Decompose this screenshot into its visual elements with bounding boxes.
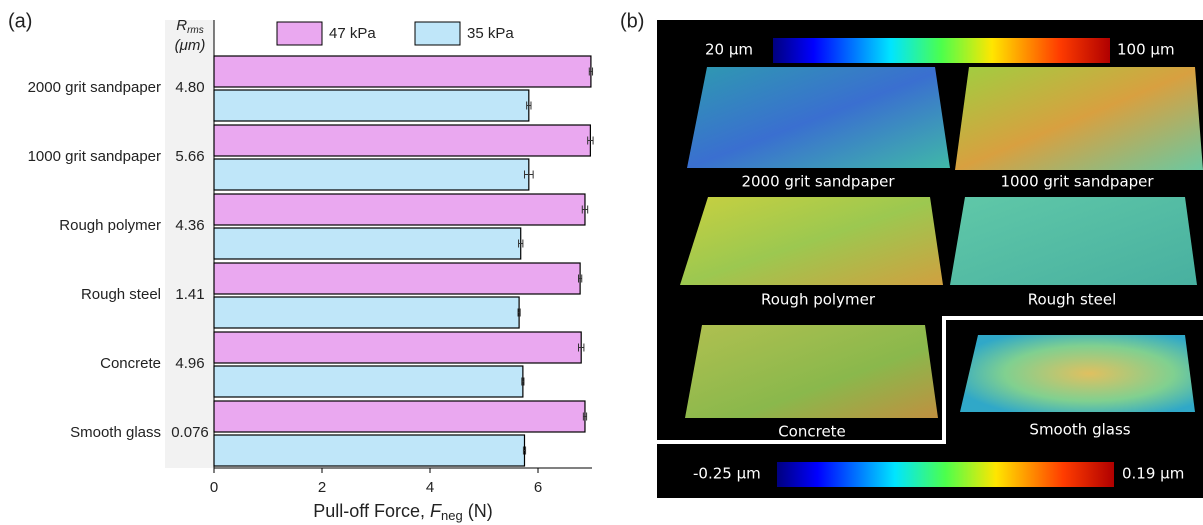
rms-unit: (μm) [175,37,206,54]
surface-image [680,197,943,285]
rms-sub: rms [187,25,204,36]
bar [214,194,585,225]
colorbar-label: 100 μm [1117,41,1175,59]
rms-value: 4.36 [175,217,204,234]
y-tick-label: Concrete [100,355,161,372]
y-tick-label: Rough steel [81,286,161,303]
legend-swatch [277,22,322,45]
rms-symbol: R [176,17,187,34]
x-tick-label: 2 [318,479,326,496]
surface-image [955,67,1203,170]
rms-header: Rrms [176,17,204,36]
surface-label: Smooth glass [1029,421,1130,439]
y-tick-label: Rough polymer [59,217,161,234]
surface-image [960,335,1195,412]
x-label-unit: (N) [463,501,493,521]
x-tick-label: 0 [210,479,218,496]
surface-image [950,197,1197,285]
panel-label: (a) [8,10,32,32]
y-tick-label: 1000 grit sandpaper [28,148,161,165]
rms-value: 1.41 [175,286,204,303]
surface-image [687,67,950,168]
surface-label: 2000 grit sandpaper [741,173,895,191]
page: {"chart_data": {"type": "hbar", "panel_l… [0,0,1203,525]
bar [214,366,523,397]
bar [214,90,529,121]
rms-value: 5.66 [175,148,204,165]
rms-value: 4.96 [175,355,204,372]
surface-image [685,325,938,418]
surface-label: Concrete [778,423,846,441]
x-axis-label: Pull-off Force, Fneg (N) [313,501,492,524]
surface-label: Rough polymer [761,291,876,309]
x-tick-label: 6 [534,479,542,496]
colorbar-label: 20 μm [705,41,753,59]
colorbar [773,38,1110,63]
bar [214,401,585,432]
x-label-text: Pull-off Force, [313,501,430,521]
y-tick-label: 2000 grit sandpaper [28,79,161,96]
legend-label: 35 kPa [467,25,514,42]
legend-label: 47 kPa [329,25,376,42]
colorbar [777,462,1114,487]
surface-label: 1000 grit sandpaper [1000,173,1154,191]
bar [214,435,525,466]
colorbar-label: -0.25 μm [693,465,761,483]
x-tick-label: 4 [426,479,434,496]
legend-swatch [415,22,460,45]
surface-label: Rough steel [1028,291,1117,309]
y-tick-label: Smooth glass [70,424,161,441]
bar [214,332,581,363]
bar [214,228,521,259]
bar [214,125,590,156]
figure: (a) Rrms (μm) Pull-off Force, Fneg (N) (… [0,0,1203,525]
rms-value: 0.076 [171,424,209,441]
x-label-sub: neg [441,508,463,523]
panel-label: (b) [620,10,644,32]
bar [214,263,580,294]
rms-value: 4.80 [175,79,204,96]
colorbar-label: 0.19 μm [1122,465,1184,483]
bar [214,297,519,328]
bar [214,159,529,190]
bar [214,56,591,87]
